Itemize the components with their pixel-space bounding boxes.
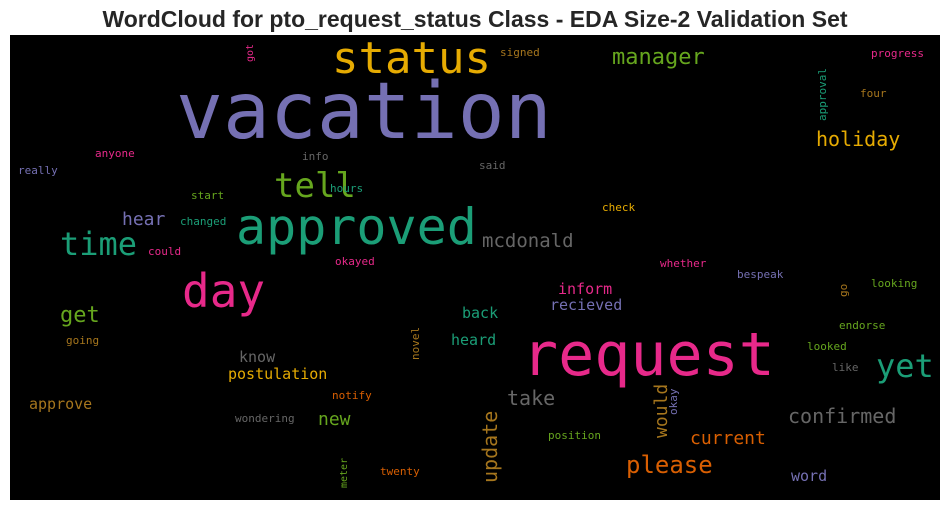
word-tell: tell	[274, 166, 356, 206]
word-really: really	[18, 164, 58, 177]
word-anyone: anyone	[95, 147, 135, 160]
word-time: time	[60, 225, 138, 263]
word-recieved: recieved	[550, 296, 623, 314]
word-looking: looking	[871, 277, 918, 290]
word-whether: whether	[660, 257, 707, 270]
word-manager: manager	[612, 45, 705, 70]
word-take: take	[507, 386, 556, 410]
word-inform: inform	[558, 280, 613, 298]
word-novel: novel	[409, 326, 422, 360]
word-said: said	[479, 159, 506, 172]
word-wondering: wondering	[235, 412, 295, 425]
word-could: could	[148, 245, 182, 258]
word-bespeak: bespeak	[737, 268, 784, 281]
word-okayed: okayed	[335, 255, 375, 268]
word-got: got	[245, 43, 256, 62]
word-heard: heard	[451, 331, 497, 349]
word-endorse: endorse	[839, 319, 886, 332]
word-start: start	[191, 189, 225, 202]
word-hours: hours	[330, 182, 364, 195]
word-current: current	[690, 428, 766, 449]
word-approve: approve	[29, 395, 93, 413]
word-signed: signed	[500, 46, 540, 59]
word-looked: looked	[807, 340, 847, 353]
word-like: like	[832, 361, 859, 374]
word-changed: changed	[180, 215, 227, 228]
word-going: going	[66, 334, 100, 347]
word-vacation: vacation	[176, 67, 552, 157]
word-know: know	[239, 348, 276, 366]
word-confirmed: confirmed	[788, 404, 897, 428]
word-meter: meter	[339, 457, 350, 488]
chart-title: WordCloud for pto_request_status Class -…	[102, 6, 848, 32]
word-word: word	[791, 467, 828, 485]
word-request: request	[522, 320, 775, 390]
word-hear: hear	[122, 209, 166, 230]
word-info: info	[302, 150, 329, 163]
word-holiday: holiday	[816, 127, 901, 151]
word-postulation: postulation	[228, 365, 328, 383]
word-notify: notify	[332, 389, 372, 402]
word-please: please	[626, 451, 713, 479]
word-back: back	[462, 304, 499, 322]
word-status: status	[332, 35, 491, 84]
word-okay: okay	[667, 388, 680, 416]
word-check: check	[602, 201, 636, 214]
word-update: update	[478, 410, 502, 483]
word-go: go	[837, 283, 850, 297]
wordcloud-panel: vacation request approved status day tell time…	[10, 35, 940, 500]
word-progress: progress	[871, 47, 924, 60]
word-approval: approval	[816, 68, 829, 121]
word-yet: yet	[876, 347, 934, 385]
word-mcdonald: mcdonald	[482, 230, 574, 252]
word-approved: approved	[236, 198, 477, 256]
word-get: get	[60, 303, 100, 328]
word-twenty: twenty	[380, 465, 420, 478]
word-position: position	[548, 429, 601, 442]
word-new: new	[318, 409, 351, 430]
word-four: four	[860, 87, 887, 100]
word-day: day	[182, 264, 266, 318]
